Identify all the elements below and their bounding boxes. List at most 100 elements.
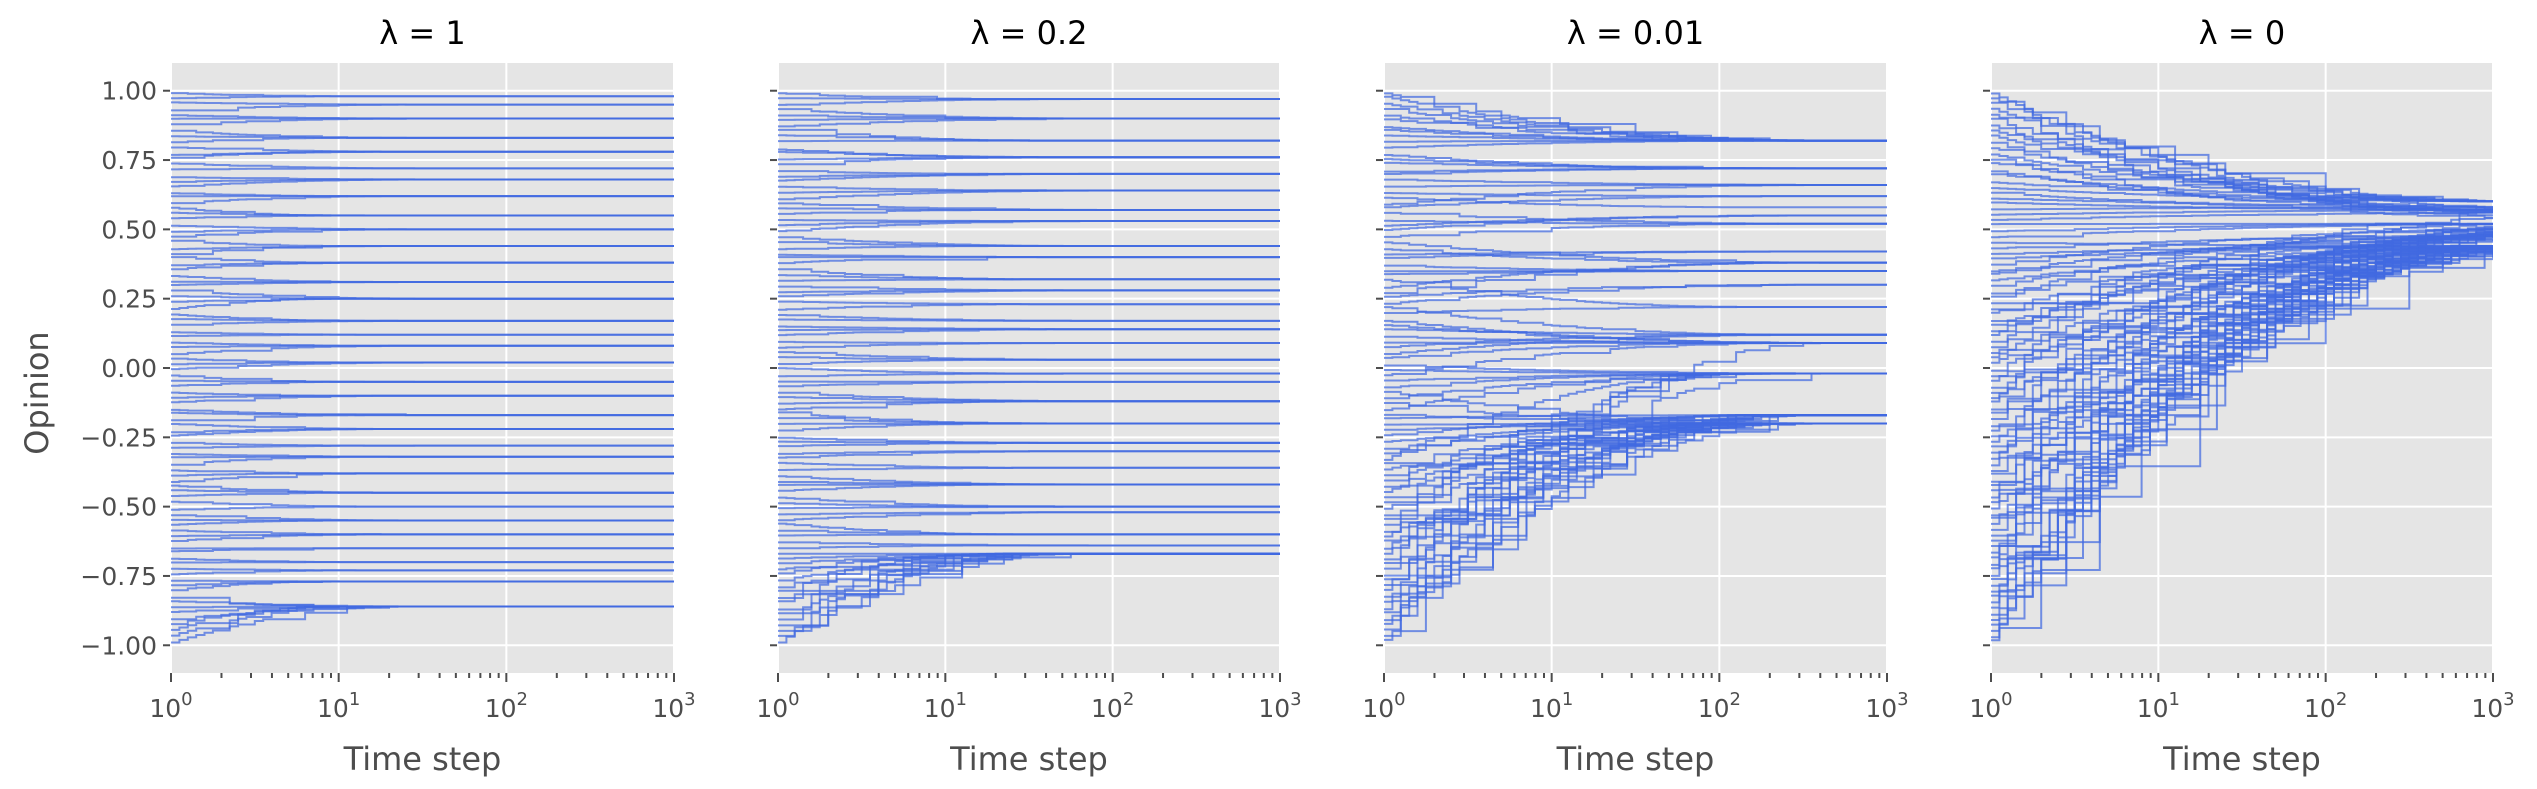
opinion-trace — [1991, 229, 2493, 639]
opinion-trace — [778, 466, 1280, 471]
opinion-trace — [778, 98, 1280, 106]
panel-2: λ = 0.2 100 101 102 103 Time step — [756, 14, 1301, 778]
opinion-trace — [1991, 228, 2493, 266]
panel-1: λ = 1 1.00 0.75 0.50 0.25 0.00 −0.25 −0.50 −0.75… — [80, 14, 695, 778]
opinion-trace — [171, 380, 674, 387]
opinion-trace — [1384, 333, 1887, 355]
panel-4: λ = 0 100 101 102 103 Time step — [1969, 14, 2514, 778]
opinion-trace — [171, 150, 674, 159]
opinion-trace — [1384, 139, 1887, 149]
opinion-trace — [1384, 250, 1887, 259]
opinion-trace — [171, 444, 674, 449]
opinion-trace — [1384, 372, 1887, 561]
opinion-trace — [171, 228, 674, 238]
opinion-trace — [171, 569, 674, 576]
opinion-trace — [171, 319, 674, 326]
opinion-trace — [778, 278, 1280, 282]
opinion-trace — [171, 95, 674, 100]
opinion-trace — [778, 342, 1280, 349]
opinion-trace — [171, 605, 674, 644]
opinion-trace — [171, 547, 674, 553]
opinion-trace — [1384, 306, 1887, 314]
opinion-trace — [171, 195, 674, 205]
opinion-trace — [1991, 223, 2493, 239]
opinion-trace — [171, 103, 674, 112]
opinion-trace — [778, 220, 1280, 233]
opinion-trace — [1384, 167, 1887, 175]
opinion-trace — [778, 318, 1280, 322]
x-tick-label: 100 — [1969, 689, 2012, 723]
opinion-trace — [1991, 206, 2493, 211]
x-tick-label: 102 — [1091, 689, 1134, 723]
panels: λ = 1 1.00 0.75 0.50 0.25 0.00 −0.25 −0.50 −0.75… — [80, 14, 2514, 778]
opinion-trace — [1991, 153, 2493, 203]
opinion-trace — [1384, 342, 1887, 377]
x-tick-label: 102 — [1698, 689, 1741, 723]
opinion-trace — [778, 139, 1280, 143]
opinion-trace — [1384, 222, 1887, 238]
opinion-trace — [171, 491, 674, 497]
opinion-trace — [778, 358, 1280, 365]
opinion-trace — [778, 552, 1280, 644]
opinion-trace — [1384, 414, 1887, 637]
opinion-trace — [778, 505, 1280, 510]
opinion-trace — [778, 533, 1280, 537]
x-tick-label: 103 — [1865, 689, 1908, 723]
panel-title: λ = 1 — [379, 14, 465, 52]
opinion-trace — [171, 261, 674, 271]
opinion-trace — [171, 281, 674, 286]
opinion-trace — [778, 511, 1280, 522]
opinion-trace — [778, 380, 1280, 388]
opinion-trace — [778, 117, 1280, 128]
opinion-trace — [171, 333, 674, 337]
opinion-trace — [778, 156, 1280, 166]
opinion-trace — [1384, 184, 1887, 206]
opinion-trace — [171, 178, 674, 188]
traces — [1991, 92, 2493, 642]
opinion-trace — [778, 450, 1280, 459]
opinion-trace — [171, 344, 674, 356]
opinion-trace — [778, 400, 1280, 411]
opinion-trace — [778, 328, 1280, 337]
x-tick-label: 100 — [756, 689, 799, 723]
opinion-trace — [1991, 246, 2493, 632]
opinion-trace — [1991, 255, 2493, 642]
opinion-trace — [778, 256, 1280, 265]
opinion-trace — [171, 245, 674, 256]
y-tick-label: 0.25 — [101, 285, 157, 314]
opinion-trace — [171, 519, 674, 526]
x-tick-label: 101 — [2137, 689, 2180, 723]
y-tick-label: −0.50 — [80, 493, 157, 522]
y-tick-label: 0.75 — [101, 146, 157, 175]
opinion-trace — [1991, 245, 2493, 537]
opinion-trace — [1991, 228, 2493, 298]
opinion-trace — [171, 361, 674, 371]
x-axis-label: Time step — [343, 740, 502, 778]
opinion-trace — [778, 209, 1280, 215]
opinion-trace — [171, 580, 674, 592]
opinion-trace — [778, 544, 1280, 550]
opinion-trace — [171, 414, 674, 422]
opinion-trace — [1384, 342, 1887, 631]
panel-3: λ = 0.01 100 101 102 103 Time step — [1362, 14, 1908, 778]
opinion-trace — [1991, 209, 2493, 216]
traces — [778, 92, 1280, 644]
x-tick-label: 101 — [1530, 689, 1573, 723]
opinion-trace — [778, 303, 1280, 311]
opinion-trace — [1991, 187, 2493, 203]
opinion-trace — [1991, 211, 2493, 221]
x-tick-label: 102 — [2304, 689, 2347, 723]
opinion-trace — [1384, 414, 1887, 641]
panel-title: λ = 0.01 — [1567, 14, 1704, 52]
opinion-trace — [171, 455, 674, 466]
opinion-trace — [171, 428, 674, 437]
opinion-trace — [1991, 197, 2493, 208]
x-tick-label: 103 — [1258, 689, 1301, 723]
traces — [1384, 92, 1887, 641]
x-tick-label: 102 — [485, 689, 528, 723]
panel-title: λ = 0 — [2199, 14, 2285, 52]
opinion-trace — [171, 214, 674, 220]
x-tick-label: 100 — [149, 689, 192, 723]
opinion-trace — [778, 372, 1280, 378]
